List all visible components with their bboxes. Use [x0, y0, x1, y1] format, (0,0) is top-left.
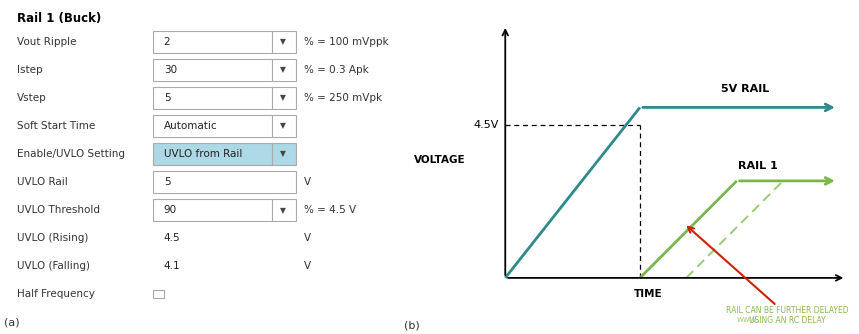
FancyBboxPatch shape [153, 171, 295, 193]
FancyBboxPatch shape [153, 199, 295, 221]
Text: UVLO (Rising): UVLO (Rising) [17, 233, 88, 243]
Text: Vstep: Vstep [17, 93, 46, 103]
Text: 4.5V: 4.5V [473, 120, 499, 130]
Text: Half Frequency: Half Frequency [17, 289, 94, 299]
Text: ▼: ▼ [280, 122, 286, 130]
Text: RAIL CAN BE FURTHER DELAYED
USING AN RC DELAY: RAIL CAN BE FURTHER DELAYED USING AN RC … [726, 306, 849, 325]
FancyBboxPatch shape [153, 115, 295, 137]
Text: % = 100 mVppk: % = 100 mVppk [304, 37, 388, 47]
Text: ▼: ▼ [280, 94, 286, 102]
Text: % = 0.3 Apk: % = 0.3 Apk [304, 65, 369, 75]
Text: Rail 1 (Buck): Rail 1 (Buck) [17, 12, 101, 25]
Text: % = 4.5 V: % = 4.5 V [304, 205, 356, 215]
Text: V: V [304, 233, 311, 243]
Text: TIME: TIME [634, 289, 662, 299]
Text: UVLO Rail: UVLO Rail [17, 177, 68, 187]
Text: Soft Start Time: Soft Start Time [17, 121, 95, 131]
Text: VOLTAGE: VOLTAGE [414, 155, 466, 165]
FancyBboxPatch shape [153, 59, 295, 80]
Text: UVLO (Falling): UVLO (Falling) [17, 261, 90, 271]
Text: 5: 5 [164, 177, 170, 187]
Text: Enable/UVLO Setting: Enable/UVLO Setting [17, 149, 125, 159]
FancyBboxPatch shape [153, 31, 295, 52]
Text: Automatic: Automatic [164, 121, 217, 131]
Text: 5V RAIL: 5V RAIL [721, 84, 770, 94]
Text: ▼: ▼ [280, 150, 286, 158]
Text: V: V [304, 177, 311, 187]
Text: (b): (b) [405, 321, 420, 331]
Text: ▼: ▼ [280, 65, 286, 74]
Text: Istep: Istep [17, 65, 43, 75]
Text: 4.5: 4.5 [164, 233, 180, 243]
Text: (a): (a) [4, 317, 20, 327]
Text: 2: 2 [164, 37, 170, 47]
Text: UVLO Threshold: UVLO Threshold [17, 205, 100, 215]
Text: 30: 30 [164, 65, 177, 75]
Text: Vout Ripple: Vout Ripple [17, 37, 76, 47]
Text: ▼: ▼ [280, 37, 286, 46]
Text: V: V [304, 261, 311, 271]
FancyBboxPatch shape [153, 143, 295, 165]
Text: 90: 90 [164, 205, 177, 215]
FancyBboxPatch shape [153, 290, 164, 299]
Text: ▼: ▼ [280, 206, 286, 214]
Text: % = 250 mVpk: % = 250 mVpk [304, 93, 382, 103]
Text: 5: 5 [164, 93, 170, 103]
Text: 4.1: 4.1 [164, 261, 180, 271]
Text: UVLO from Rail: UVLO from Rail [164, 149, 242, 159]
Text: RAIL 1: RAIL 1 [738, 161, 777, 171]
Text: www.: www. [737, 315, 759, 324]
FancyBboxPatch shape [153, 87, 295, 109]
